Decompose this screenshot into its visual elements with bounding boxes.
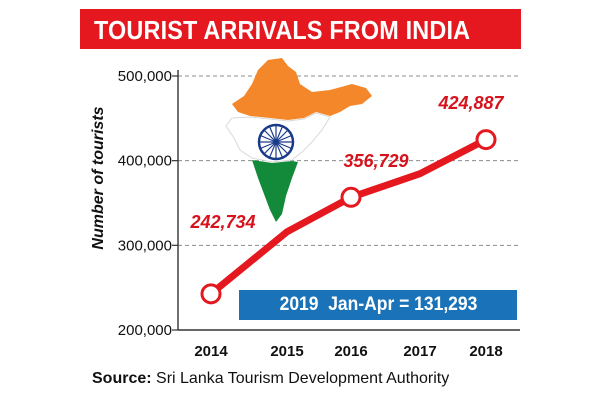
data-label: 424,887 <box>437 93 504 113</box>
data-labels: 242,734 356,729 424,887 <box>189 93 504 232</box>
data-point-marker <box>475 129 497 151</box>
x-tick-label: 2017 <box>403 343 436 360</box>
source-line: Source: Sri Lanka Tourism Development Au… <box>92 370 449 388</box>
y-tick-label: 400,000 <box>118 153 172 170</box>
note-text: 2019 Jan-Apr = 131,293 <box>279 294 477 315</box>
axes <box>172 70 520 331</box>
india-flag-map-icon <box>225 58 372 222</box>
grid <box>178 75 520 246</box>
y-tick-label: 200,000 <box>118 322 172 339</box>
title-bar: TOURIST ARRIVALS FROM INDIA <box>80 9 521 49</box>
data-point-marker <box>200 283 222 305</box>
x-tick-label: 2016 <box>334 343 367 360</box>
source-text: Sri Lanka Tourism Development Authority <box>156 370 450 387</box>
data-label: 356,729 <box>343 151 408 171</box>
x-tick-label: 2014 <box>194 343 228 360</box>
chart-title: TOURIST ARRIVALS FROM INDIA <box>94 15 471 45</box>
ticks: 200,000 300,000 400,000 500,000 2014 2015 2016… <box>118 68 503 360</box>
note-box: 2019 Jan-Apr = 131,293 <box>237 288 519 322</box>
y-tick-label: 300,000 <box>118 237 172 254</box>
data-label: 242,734 <box>189 212 255 232</box>
x-tick-label: 2015 <box>270 343 303 360</box>
y-axis-label: Number of tourists <box>90 106 107 249</box>
x-tick-label: 2018 <box>469 343 502 360</box>
y-tick-label: 500,000 <box>118 68 172 85</box>
source-label: Source: <box>92 370 152 387</box>
infographic-card <box>73 0 527 400</box>
markers <box>200 129 497 305</box>
data-point-marker <box>340 186 362 208</box>
